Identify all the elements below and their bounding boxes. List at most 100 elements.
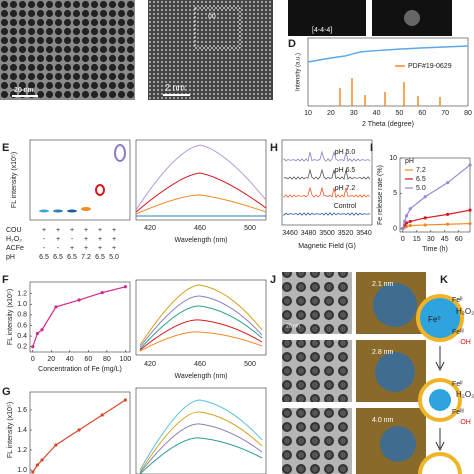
y-tick-label: 1.2	[17, 291, 27, 298]
species-label: H₂O₂	[456, 390, 474, 399]
table-cell: 7.2	[81, 254, 91, 261]
table-cell: +	[56, 236, 60, 243]
table-cell: pH	[6, 254, 15, 261]
data-point	[100, 413, 104, 417]
species-label: Fe⁰	[428, 315, 441, 324]
data-point	[446, 212, 450, 216]
species-label: Feᴵᴵ	[452, 297, 463, 304]
y-tick-label: 1.4	[17, 427, 27, 434]
axes-frame	[29, 391, 131, 474]
data-point	[123, 398, 127, 402]
shell-label: 2.8 nm	[372, 349, 394, 356]
table-cell: +	[84, 227, 88, 234]
x-tick-label: 3460	[282, 230, 298, 237]
panel-label: I	[370, 142, 373, 154]
x-tick-label: 100	[120, 356, 132, 363]
y-tick-label: 1.6	[17, 407, 27, 414]
y-tick-label: 1.2	[17, 447, 27, 454]
epr-curve	[283, 186, 371, 199]
x-tick-label: 3500	[319, 230, 335, 237]
panel-label: J	[270, 274, 276, 286]
table-cell: 5.0	[109, 254, 119, 261]
chart: 0.2 0.4 0.6 0.8 1.0 1.2 0 20 40 60 80 100 Concentrat…	[7, 281, 132, 373]
fft-image	[288, 0, 366, 36]
tem-image	[0, 0, 135, 100]
spectra	[135, 144, 267, 217]
table-cell: 6.5	[53, 254, 63, 261]
fft-spot	[404, 10, 420, 26]
axes-frame	[135, 139, 267, 221]
table-cell: +	[70, 245, 74, 252]
y-axis-label: Fe release rate (%)	[377, 165, 384, 225]
species-label: ·OH	[458, 339, 471, 346]
data-point	[31, 470, 35, 474]
axes-frame	[307, 37, 469, 107]
table-cell: +	[98, 236, 102, 243]
hrtem-image	[148, 0, 273, 100]
y-axis-label: FL intensity (x10⁵)	[7, 289, 14, 345]
species-label: ·OH	[458, 419, 471, 426]
x-tick-label: 0	[31, 356, 35, 363]
x-tick-label: 60	[84, 356, 92, 363]
x-tick-label: 60	[455, 236, 463, 243]
x-tick-label: 500	[244, 225, 256, 232]
legend-label: PDF#19-0629	[408, 63, 452, 70]
x-axis-label: Magnetic Field (G)	[298, 243, 356, 250]
data-point	[401, 226, 405, 231]
table-cell: 6.5	[95, 254, 105, 261]
data-point	[423, 216, 427, 220]
legend-label: 5.0	[416, 185, 426, 192]
y-tick-label: 10	[389, 155, 397, 162]
epr-curve	[283, 168, 371, 181]
chart: 1.0 1.2 1.4 1.6FL intensity (x10⁵)	[7, 391, 131, 474]
epr-curve	[283, 150, 371, 162]
species-label: Feᴵᴵ	[452, 381, 463, 388]
table-cell: +	[112, 245, 116, 252]
data-point	[408, 207, 412, 211]
data-point	[54, 305, 58, 309]
species-label: Feᴵᴵᴵ	[452, 329, 464, 336]
y-axis-label: FL intensity (x10⁵)	[7, 402, 14, 458]
table-cell: 6.5	[39, 254, 49, 261]
x-tick-label: 80	[464, 110, 472, 117]
data-point	[408, 219, 412, 224]
shell-label: 4.0 nm	[372, 417, 394, 424]
series-line	[402, 164, 471, 229]
x-tick-label: 45	[441, 236, 449, 243]
panel-label: H	[270, 142, 278, 154]
curve-label: pH 6.5	[335, 167, 356, 174]
scale-label: 20 nm	[286, 323, 300, 329]
x-tick-label: 40	[373, 110, 381, 117]
x-tick-label: 15	[413, 236, 421, 243]
table-cell: +	[84, 245, 88, 252]
panel-label: K	[440, 274, 448, 286]
x-tick-label: 30	[350, 110, 358, 117]
data-point	[468, 163, 472, 167]
epr-curve	[283, 212, 371, 217]
data-point	[40, 458, 44, 462]
species-label: Feᴵᴵᴵ	[452, 409, 464, 416]
x-axis-label: 2 Theta (degree)	[362, 121, 414, 128]
data-point	[423, 223, 427, 227]
y-tick-label: 0.8	[17, 312, 27, 319]
data-point	[408, 224, 412, 228]
x-tick-label: 3540	[356, 230, 372, 237]
curve-label: pH 5.0	[335, 149, 356, 156]
series-line	[32, 399, 126, 473]
table-cell: H₂O₂	[6, 236, 22, 243]
curve-label: pH 7.2	[335, 185, 356, 192]
data-point	[446, 222, 450, 226]
legend-label: 6.5	[416, 176, 426, 183]
x-tick-label: 20	[327, 110, 335, 117]
axes-frame	[135, 387, 267, 474]
table-cell: -	[43, 236, 46, 243]
x-tick-label: 420	[144, 225, 156, 232]
scale-label: 20 nm	[14, 87, 34, 94]
x-tick-label: 20	[47, 356, 55, 363]
x-tick-label: 420	[144, 361, 156, 368]
chart: I 0 5 10 0 15 30 45 60 Time (h) Fe release rate (%…	[370, 142, 472, 253]
x-tick-label: 30	[427, 236, 435, 243]
x-tick-label: 3480	[301, 230, 317, 237]
x-tick-label: 10	[304, 110, 312, 117]
